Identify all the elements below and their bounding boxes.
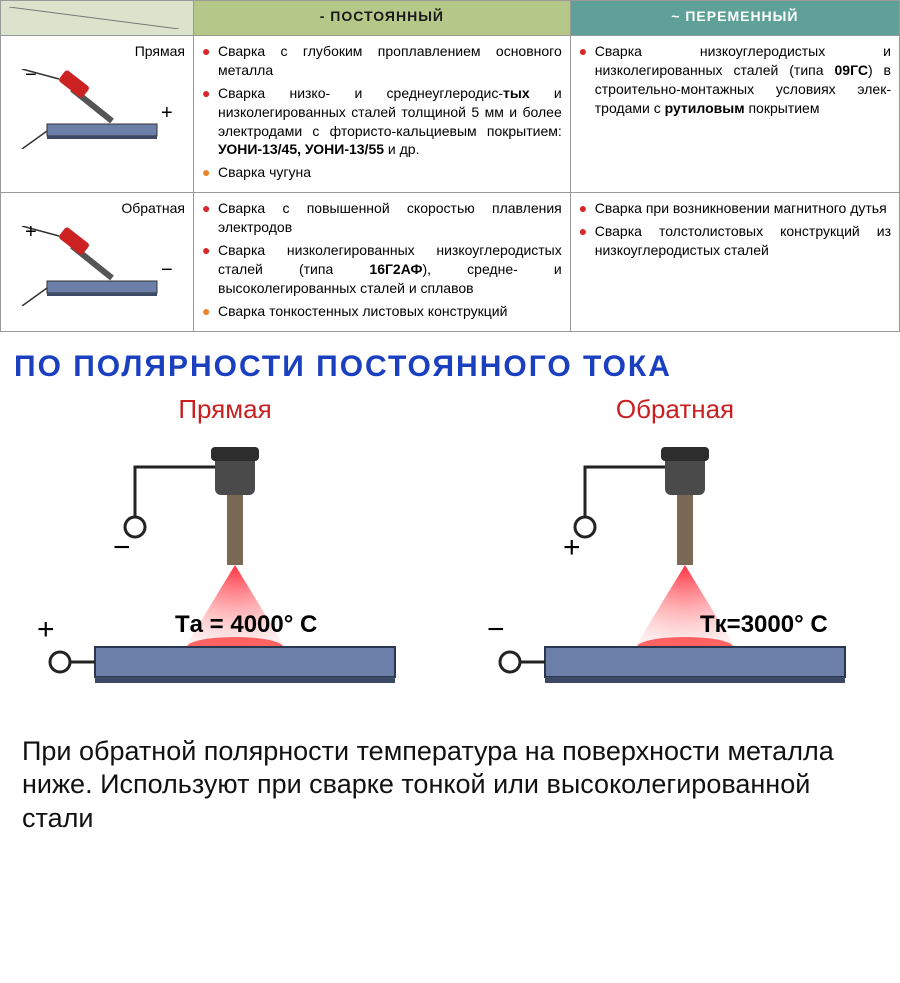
header-corner bbox=[1, 1, 194, 36]
header-dc: - ПОСТОЯННЫЙ bbox=[194, 1, 571, 36]
temp-label: Tа = 4000° С bbox=[175, 611, 317, 638]
list-item: Сварка низкоуглеродистых и низколегирова… bbox=[579, 42, 891, 118]
list-item: Сварка низколегированных низко­углеродис… bbox=[202, 241, 562, 298]
list-item: Сварка тонкостенных листовых конструкций bbox=[202, 302, 562, 321]
polarity-reverse-diagram: + − Tк=3000° С bbox=[465, 437, 885, 717]
welding-table: - ПОСТОЯННЫЙ ~ ПЕРЕМЕННЫЙ Прямая + − Сва… bbox=[0, 0, 900, 332]
cell-r2c2: Сварка при возникновении магнитного дуть… bbox=[570, 193, 899, 331]
row-direct-label: Прямая bbox=[9, 42, 185, 61]
svg-text:+: + bbox=[25, 226, 37, 243]
cell-r1c2: Сварка низкоуглеродистых и низколегирова… bbox=[570, 36, 899, 193]
row-direct: Прямая + − bbox=[1, 36, 194, 193]
svg-text:+: + bbox=[161, 102, 173, 124]
bottom-sign: − bbox=[487, 613, 505, 646]
top-sign: − bbox=[113, 531, 131, 564]
cell-r1c1: Сварка с глубоким проплавлением основног… bbox=[194, 36, 571, 193]
list-item: Сварка чугуна bbox=[202, 163, 562, 182]
list-item: Сварка низко- и среднеуглеродис-тых и ни… bbox=[202, 84, 562, 160]
polarity-direct-diagram: − + Tа = 4000° С bbox=[15, 437, 435, 717]
section-title: ПО ПОЛЯРНОСТИ ПОСТОЯННОГО ТОКА bbox=[0, 332, 900, 394]
diagram-direct-icon: + − bbox=[17, 69, 177, 149]
top-sign: + bbox=[563, 531, 581, 564]
bottom-caption: При обратной полярности температура на п… bbox=[0, 717, 900, 856]
list-item: Сварка с повышенной скоростью плавления … bbox=[202, 199, 562, 237]
header-ac: ~ ПЕРЕМЕННЫЙ bbox=[570, 1, 899, 36]
row-reverse: Обратная − + bbox=[1, 193, 194, 331]
list-item: Сварка с глубоким проплавлением основног… bbox=[202, 42, 562, 80]
cell-r2c1: Сварка с повышенной скоростью плавления … bbox=[194, 193, 571, 331]
row-reverse-label: Обратная bbox=[9, 199, 185, 218]
temp-label: Tк=3000° С bbox=[700, 611, 828, 638]
polarity-reverse: Обратная + − Tк=3000° С bbox=[450, 394, 900, 717]
polarity-diagrams: Прямая − + bbox=[0, 394, 900, 717]
polarity-reverse-label: Обратная bbox=[616, 394, 734, 425]
diagram-reverse-icon: − + bbox=[17, 226, 177, 306]
polarity-direct-label: Прямая bbox=[178, 394, 271, 425]
list-item: Сварка толстолистовых конструкций из низ… bbox=[579, 222, 891, 260]
polarity-direct: Прямая − + bbox=[0, 394, 450, 717]
svg-text:−: − bbox=[25, 69, 37, 86]
list-item: Сварка при возникновении магнитного дуть… bbox=[579, 199, 891, 218]
bottom-sign: + bbox=[37, 613, 55, 646]
svg-text:−: − bbox=[161, 259, 173, 281]
